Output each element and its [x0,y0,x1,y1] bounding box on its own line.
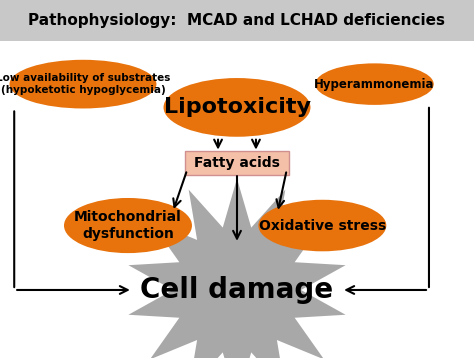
Text: Lipotoxicity: Lipotoxicity [164,97,310,117]
FancyBboxPatch shape [185,151,289,175]
Text: Low availability of substrates
(hypoketotic hypoglycemia): Low availability of substrates (hypoketo… [0,73,170,95]
FancyArrowPatch shape [346,286,426,294]
Text: Fatty acids: Fatty acids [194,156,280,170]
Text: Oxidative stress: Oxidative stress [259,218,386,233]
Text: Hyperammonemia: Hyperammonemia [314,78,435,91]
Ellipse shape [315,63,434,105]
FancyBboxPatch shape [0,0,474,41]
FancyArrowPatch shape [276,173,286,208]
Ellipse shape [64,198,192,253]
FancyArrowPatch shape [173,172,186,207]
FancyArrowPatch shape [214,140,222,147]
Text: Pathophysiology:  MCAD and LCHAD deficiencies: Pathophysiology: MCAD and LCHAD deficien… [28,13,446,28]
Ellipse shape [9,60,156,108]
FancyArrowPatch shape [233,176,241,238]
Ellipse shape [164,78,310,137]
Ellipse shape [258,200,386,251]
FancyArrowPatch shape [17,286,128,294]
FancyArrowPatch shape [252,140,260,147]
Text: Cell damage: Cell damage [140,276,334,304]
Text: Mitochondrial
dysfunction: Mitochondrial dysfunction [74,211,182,241]
Polygon shape [128,179,346,358]
